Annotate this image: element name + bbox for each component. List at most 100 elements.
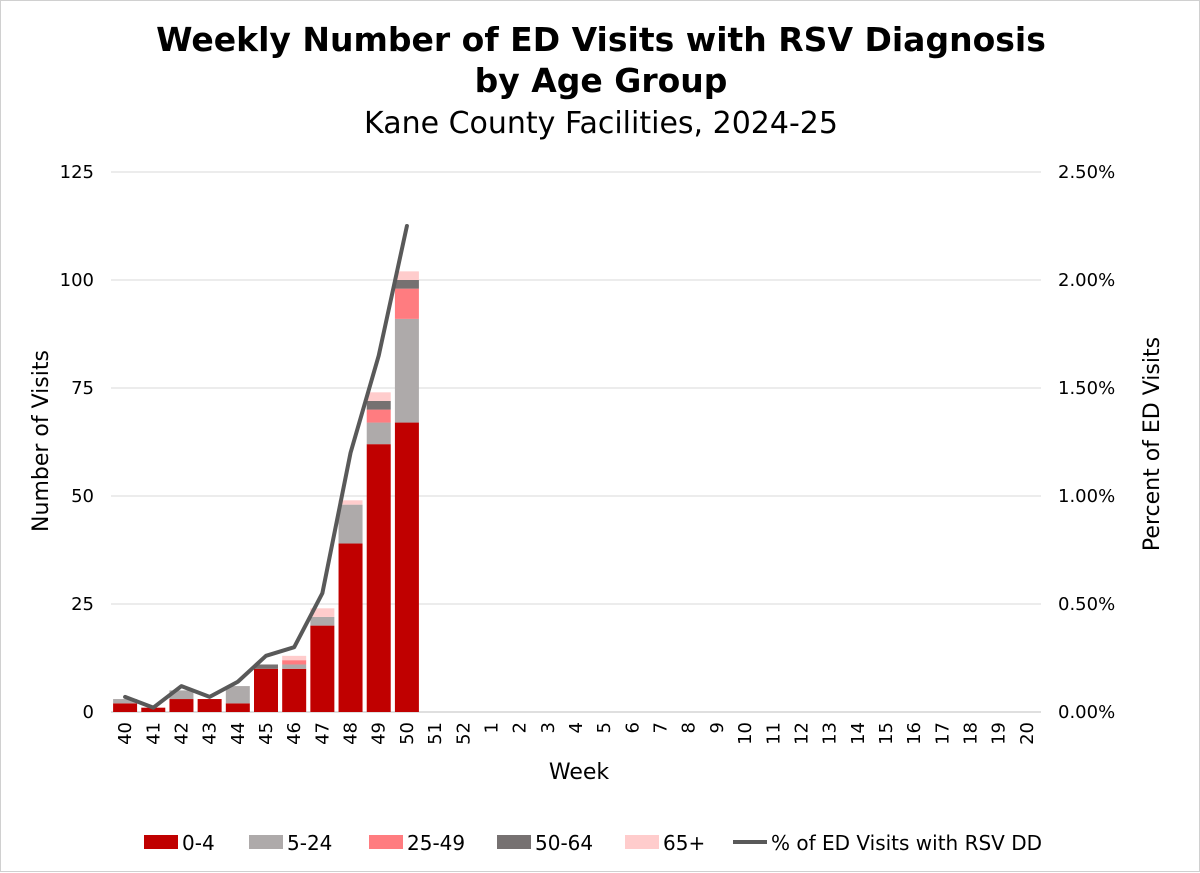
bar-segment-25-49 bbox=[366, 409, 391, 423]
x-tick-label: 47 bbox=[312, 722, 333, 745]
x-axis-title: Week bbox=[549, 760, 610, 785]
x-tick-label: 45 bbox=[256, 722, 277, 745]
x-tick-label: 43 bbox=[200, 722, 221, 745]
bar-segment-65+ bbox=[282, 655, 307, 661]
x-tick-label: 42 bbox=[171, 722, 192, 745]
gridlines bbox=[111, 171, 1041, 713]
legend-label: 25-49 bbox=[407, 831, 465, 855]
bar-segment-65+ bbox=[310, 608, 335, 617]
bar-segment-0-4 bbox=[141, 707, 166, 712]
bar-segment-5-24 bbox=[338, 504, 363, 544]
bar-segment-5-24 bbox=[394, 318, 419, 423]
x-tick-label: 4 bbox=[566, 722, 587, 733]
x-tick-label: 44 bbox=[228, 722, 249, 745]
legend-label: 50-64 bbox=[535, 831, 593, 855]
bar-segment-5-24 bbox=[113, 699, 138, 704]
x-tick-label: 5 bbox=[594, 722, 615, 733]
x-tick-label: 6 bbox=[622, 722, 643, 733]
chart-title-line-2: by Age Group bbox=[475, 61, 728, 100]
chart-subtitle: Kane County Facilities, 2024-25 bbox=[364, 106, 838, 141]
bar-segment-0-4 bbox=[169, 699, 194, 712]
y2-tick-label: 2.50% bbox=[1058, 162, 1115, 183]
bar-segment-5-24 bbox=[366, 422, 391, 445]
y-tick-label: 75 bbox=[71, 378, 94, 399]
bar-segment-0-4 bbox=[366, 444, 391, 712]
y2-tick-label: 0.50% bbox=[1058, 594, 1115, 615]
y2-axis-ticks: 0.00% 0.50% 1.00% 1.50% 2.00% 2.50% bbox=[1058, 162, 1115, 723]
bar-segment-65+ bbox=[338, 500, 363, 505]
legend-label: % of ED Visits with RSV DD bbox=[771, 831, 1042, 855]
x-tick-label: 9 bbox=[707, 722, 728, 733]
bar-segment-0-4 bbox=[338, 543, 363, 712]
y-tick-label: 100 bbox=[60, 270, 94, 291]
y2-axis-title: Percent of ED Visits bbox=[1140, 337, 1165, 551]
x-tick-label: 48 bbox=[341, 722, 362, 745]
x-tick-label: 51 bbox=[425, 722, 446, 745]
percent-line bbox=[123, 224, 409, 710]
legend-swatch bbox=[249, 835, 283, 849]
x-tick-label: 1 bbox=[481, 722, 502, 733]
y-axis-ticks: 0 25 50 75 100 125 bbox=[60, 162, 94, 723]
x-tick-label: 40 bbox=[115, 722, 136, 745]
x-tick-label: 15 bbox=[876, 722, 897, 745]
bar-segment-5-24 bbox=[282, 664, 307, 669]
x-tick-label: 7 bbox=[651, 722, 672, 733]
bar-segment-50-64 bbox=[366, 400, 391, 410]
bar-segment-0-4 bbox=[394, 422, 419, 712]
bar-segment-0-4 bbox=[310, 625, 335, 712]
y2-tick-label: 0.00% bbox=[1058, 702, 1115, 723]
chart-title-line-1: Weekly Number of ED Visits with RSV Diag… bbox=[156, 20, 1046, 59]
y-axis-title: Number of Visits bbox=[29, 350, 54, 532]
x-tick-label: 46 bbox=[284, 722, 305, 745]
legend-label: 65+ bbox=[663, 831, 705, 855]
legend-swatch bbox=[625, 835, 659, 849]
bar-segment-50-64 bbox=[254, 664, 278, 669]
x-tick-label: 12 bbox=[791, 722, 812, 745]
bar-segment-5-24 bbox=[225, 686, 250, 704]
y-tick-label: 125 bbox=[60, 162, 94, 183]
x-tick-label: 20 bbox=[1017, 722, 1038, 745]
x-tick-label: 18 bbox=[961, 722, 982, 745]
x-tick-label: 2 bbox=[510, 722, 531, 733]
x-tick-label: 19 bbox=[989, 722, 1010, 745]
legend-swatch bbox=[369, 835, 403, 849]
bar-segment-0-4 bbox=[197, 699, 222, 712]
bar-segment-5-24 bbox=[169, 690, 194, 700]
legend-label: 5-24 bbox=[287, 831, 332, 855]
y-tick-label: 0 bbox=[83, 702, 94, 723]
x-tick-label: 14 bbox=[848, 722, 869, 745]
bar-segment-0-4 bbox=[113, 703, 138, 712]
x-tick-label: 11 bbox=[763, 722, 784, 745]
bar-segment-65+ bbox=[366, 392, 391, 401]
y2-tick-label: 1.50% bbox=[1058, 378, 1115, 399]
bar-segment-0-4 bbox=[225, 703, 250, 712]
x-tick-label: 17 bbox=[932, 722, 953, 745]
x-tick-label: 41 bbox=[143, 722, 164, 745]
bar-segment-0-4 bbox=[254, 668, 278, 712]
x-tick-label: 13 bbox=[820, 722, 841, 745]
bar-stacks bbox=[113, 271, 419, 712]
legend-label: 0-4 bbox=[182, 831, 215, 855]
x-tick-label: 50 bbox=[397, 722, 418, 745]
y-tick-label: 50 bbox=[71, 486, 94, 507]
x-tick-label: 52 bbox=[453, 722, 474, 745]
x-tick-label: 8 bbox=[679, 722, 700, 733]
y-tick-label: 25 bbox=[71, 594, 94, 615]
legend: 0-4 5-24 25-49 50-64 65+ % of ED Visits with … bbox=[144, 831, 1042, 855]
x-tick-label: 10 bbox=[735, 722, 756, 745]
y2-tick-label: 2.00% bbox=[1058, 270, 1115, 291]
x-tick-label: 16 bbox=[904, 722, 925, 745]
percent-line-path bbox=[123, 224, 409, 710]
legend-swatch bbox=[144, 835, 178, 849]
x-axis-ticks: 40 41 42 43 44 45 46 47 48 49 50 51 52 1 2 3 4 5 6 7 8 9 10 11 1… bbox=[115, 722, 1038, 745]
x-tick-label: 49 bbox=[369, 722, 390, 745]
bar-segment-25-49 bbox=[282, 660, 307, 665]
x-tick-label: 3 bbox=[538, 722, 559, 733]
legend-swatch bbox=[497, 835, 531, 849]
bar-segment-5-24 bbox=[310, 616, 335, 626]
y2-tick-label: 1.00% bbox=[1058, 486, 1115, 507]
bar-segment-50-64 bbox=[394, 280, 419, 289]
bar-segment-0-4 bbox=[282, 668, 307, 712]
